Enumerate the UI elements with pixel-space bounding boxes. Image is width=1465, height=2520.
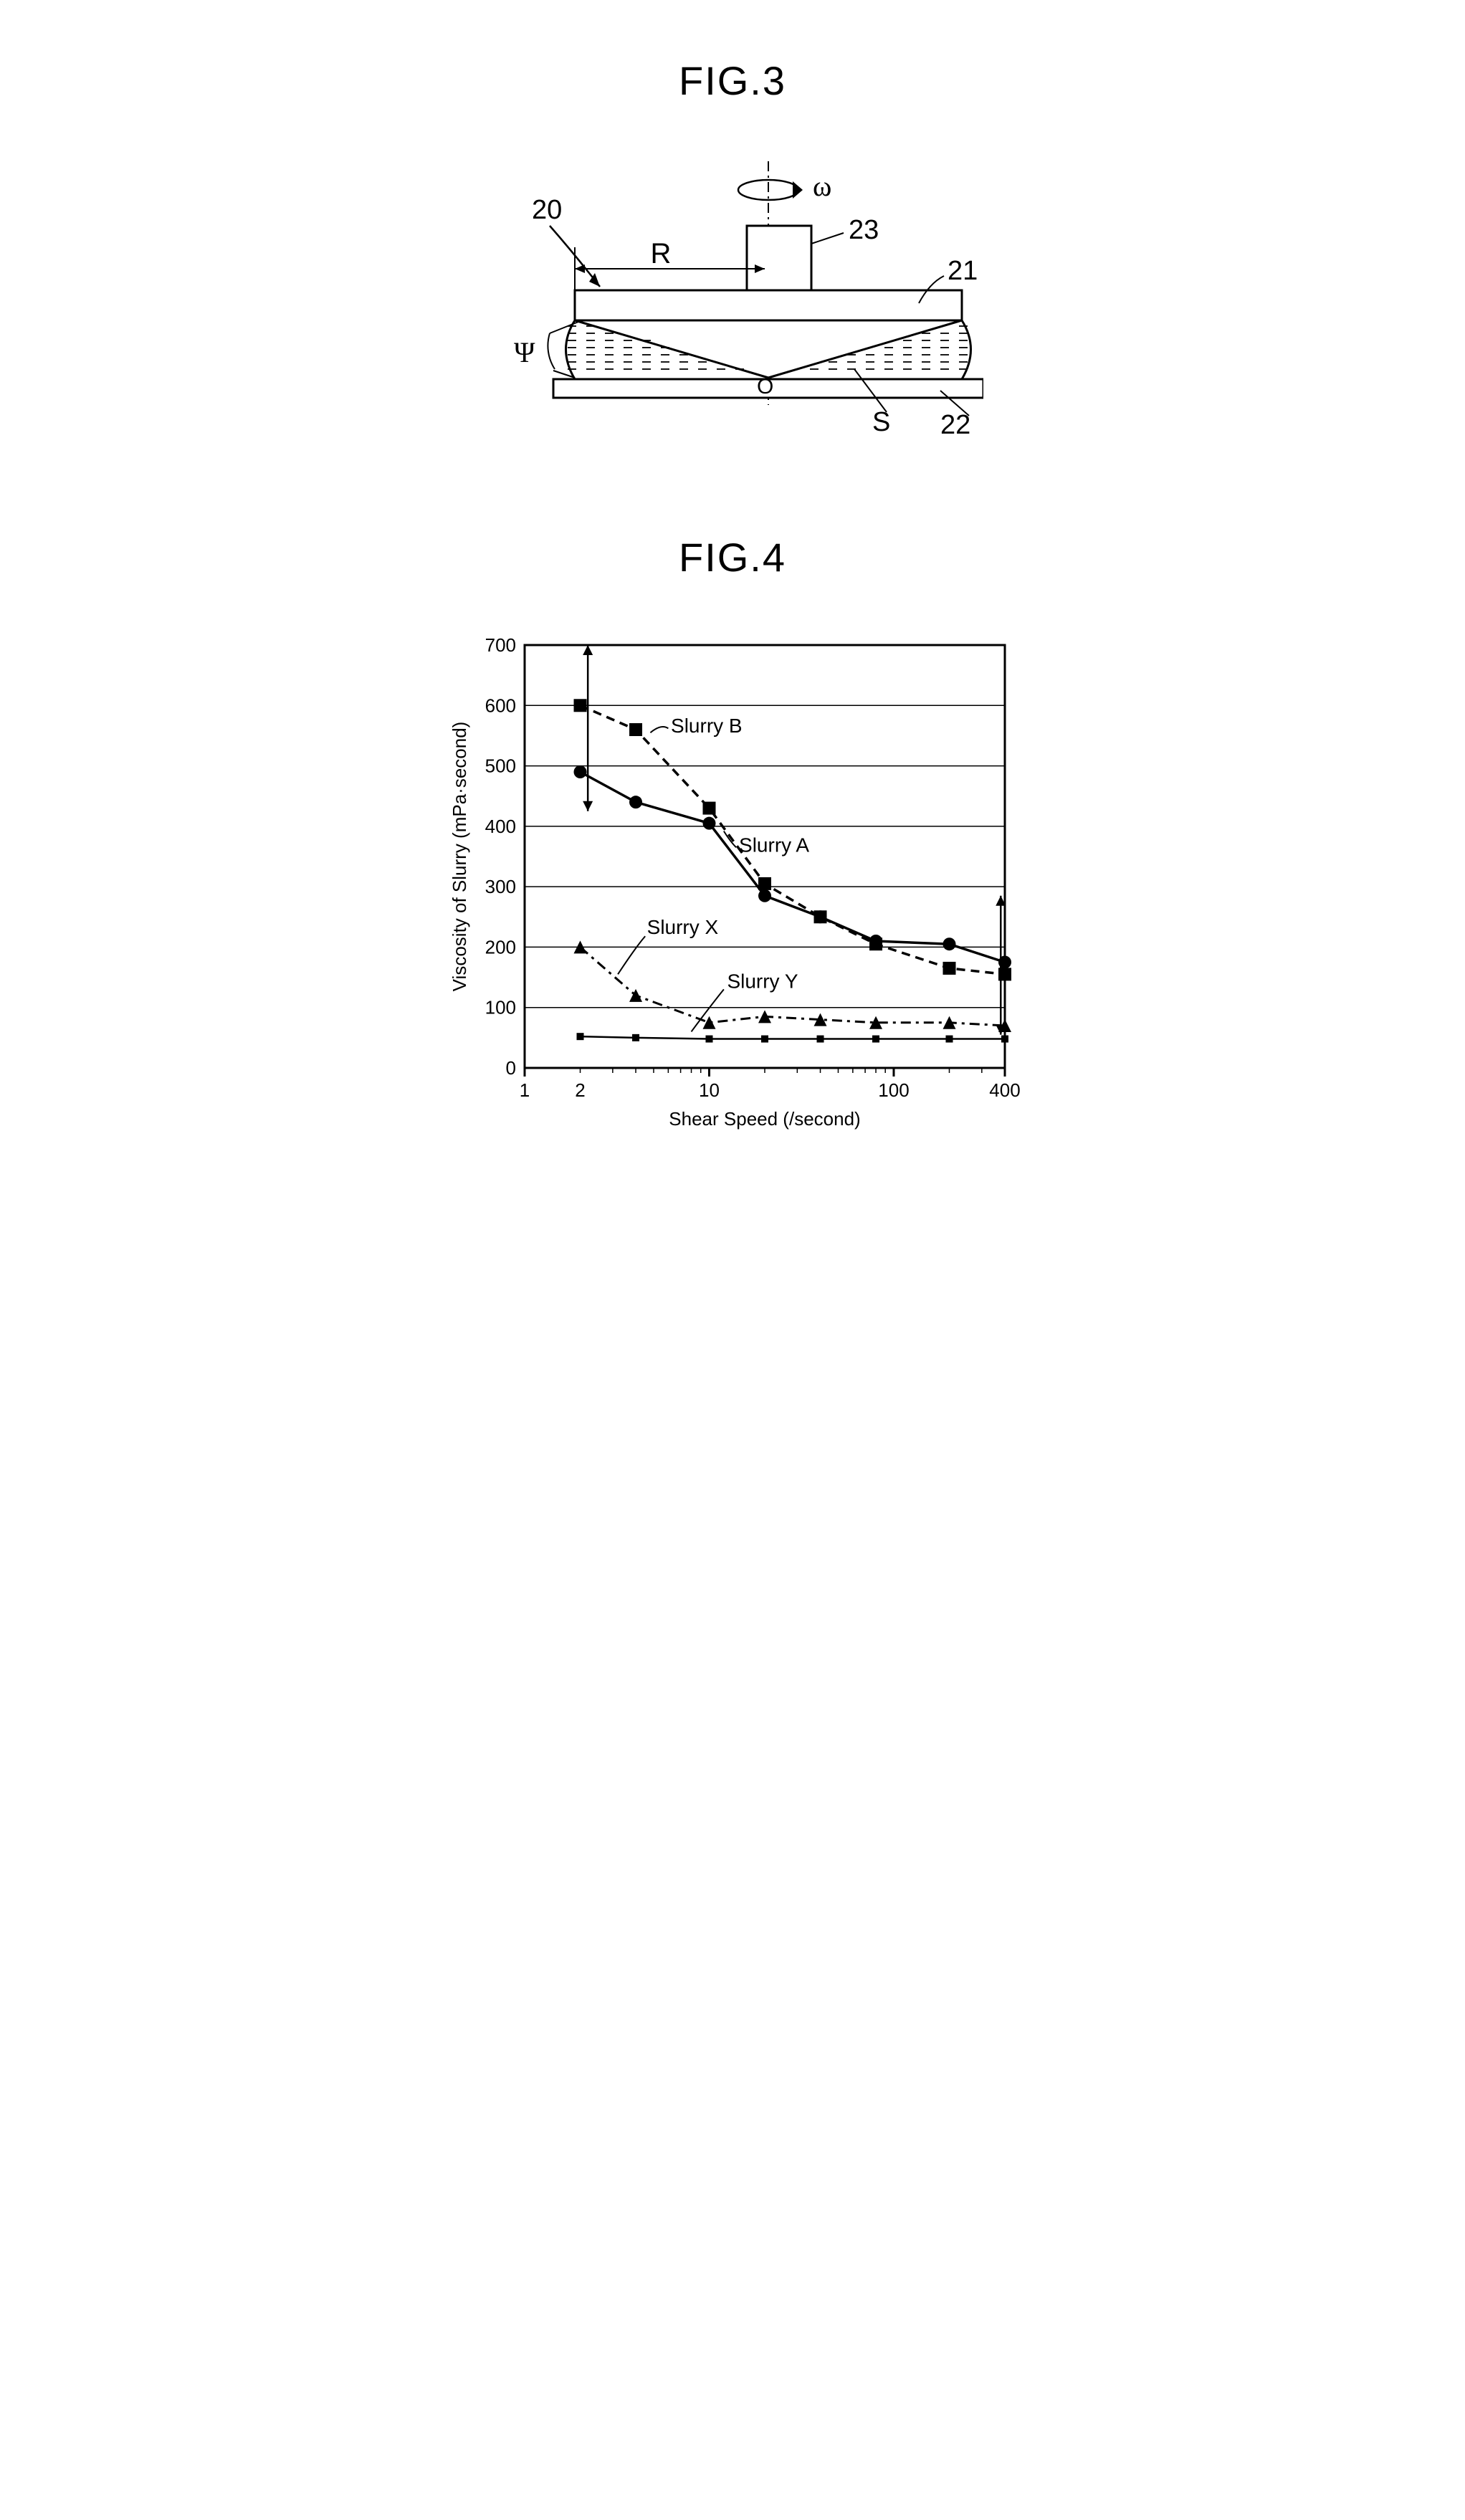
svg-text:R: R xyxy=(651,238,672,269)
svg-text:600: 600 xyxy=(485,695,516,716)
svg-text:21: 21 xyxy=(948,256,978,286)
svg-text:400: 400 xyxy=(989,1079,1020,1101)
svg-text:100: 100 xyxy=(878,1079,909,1101)
svg-text:700: 700 xyxy=(485,634,516,656)
svg-text:Viscosity of Slurry (mPa·secon: Viscosity of Slurry (mPa·second) xyxy=(449,722,470,992)
svg-text:S: S xyxy=(872,407,890,437)
fig4-chart: 0 100 200 300 400 500 600 700 1 10 100 400 2 Shear Sp… xyxy=(439,624,1026,1140)
svg-text:Shear Speed (/second): Shear Speed (/second) xyxy=(669,1108,860,1130)
svg-text:Ψ: Ψ xyxy=(514,336,535,368)
fig3-title: FIG.3 xyxy=(374,57,1091,104)
svg-text:10: 10 xyxy=(699,1079,720,1101)
svg-text:Slurry B: Slurry B xyxy=(671,715,743,737)
svg-text:500: 500 xyxy=(485,755,516,777)
svg-text:Slurry A: Slurry A xyxy=(739,834,809,856)
svg-text:2: 2 xyxy=(575,1079,585,1101)
svg-text:O: O xyxy=(757,375,773,398)
svg-text:0: 0 xyxy=(506,1057,516,1079)
svg-text:20: 20 xyxy=(532,195,562,225)
fig4-title: FIG.4 xyxy=(374,534,1091,581)
svg-text:100: 100 xyxy=(485,997,516,1018)
svg-text:200: 200 xyxy=(485,936,516,958)
svg-text:Slurry X: Slurry X xyxy=(647,916,719,938)
svg-text:1: 1 xyxy=(520,1079,530,1101)
svg-text:Slurry Y: Slurry Y xyxy=(727,970,798,993)
svg-text:300: 300 xyxy=(485,876,516,897)
fig3-diagram: ω 23 21 R 20 Ψ O S 22 xyxy=(482,147,983,448)
svg-text:400: 400 xyxy=(485,816,516,837)
svg-text:ω: ω xyxy=(813,170,831,202)
svg-text:22: 22 xyxy=(940,410,970,440)
svg-text:23: 23 xyxy=(849,215,879,245)
